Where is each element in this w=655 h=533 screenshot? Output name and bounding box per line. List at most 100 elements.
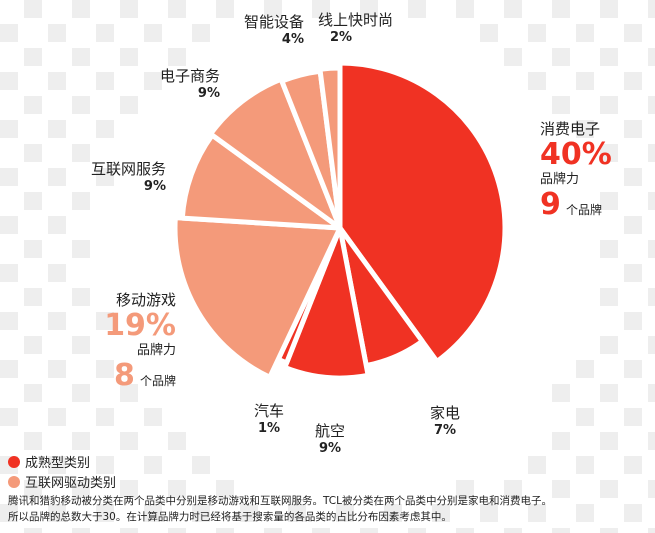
bg-square <box>528 72 546 90</box>
bg-square <box>480 24 498 42</box>
bg-square <box>312 0 330 18</box>
pie-slice-8 <box>317 65 343 231</box>
bg-square <box>144 24 162 42</box>
bg-square <box>168 0 186 18</box>
bg-square <box>24 288 42 306</box>
bg-square <box>624 216 642 234</box>
bg-square <box>528 24 546 42</box>
bg-square <box>96 312 114 330</box>
bg-square <box>24 336 42 354</box>
slice-value-auto: 1% <box>257 421 281 436</box>
bg-square <box>504 528 522 533</box>
bg-square <box>552 48 570 66</box>
bg-square <box>408 0 426 18</box>
bg-square <box>144 72 162 90</box>
bg-square <box>96 120 114 138</box>
bg-square <box>120 480 138 498</box>
bg-square <box>600 432 618 450</box>
bg-square <box>72 528 90 533</box>
slice-label-consumer-electronics: 消费电子 <box>540 120 601 138</box>
label-internet-services: 互联网服务 9% <box>60 160 166 196</box>
bg-square <box>648 480 655 498</box>
bg-square <box>576 456 594 474</box>
bg-square <box>648 48 655 66</box>
bg-square <box>624 120 642 138</box>
label-auto: 汽车 1% <box>244 402 294 438</box>
bg-square <box>624 504 642 522</box>
bg-square <box>72 96 90 114</box>
bg-square <box>360 0 378 18</box>
slice-value-internet-services: 9% <box>143 179 166 194</box>
slice-label-auto: 汽车 <box>253 402 284 420</box>
bg-square <box>600 240 618 258</box>
bg-square <box>504 48 522 66</box>
bg-square <box>264 0 282 18</box>
bg-square <box>24 48 42 66</box>
bg-square <box>552 0 570 18</box>
bg-square <box>288 504 306 522</box>
bg-square <box>120 48 138 66</box>
bg-square <box>0 504 18 522</box>
bg-square <box>648 528 655 533</box>
bg-square <box>648 336 655 354</box>
bg-square <box>48 168 66 186</box>
label-home-appliance: 家电 7% <box>410 404 480 440</box>
bg-square <box>528 504 546 522</box>
bg-square <box>528 456 546 474</box>
bg-square <box>216 528 234 533</box>
bg-square <box>0 72 18 90</box>
slice-label-internet-services: 互联网服务 <box>90 160 166 178</box>
bg-square <box>144 504 162 522</box>
legend-item-mature: 成熟型类别 <box>8 452 90 471</box>
bg-square <box>336 504 354 522</box>
brand-count-unit-consumer: 个品牌 <box>565 203 602 217</box>
bg-square <box>48 72 66 90</box>
bg-square <box>384 504 402 522</box>
bg-square <box>264 528 282 533</box>
bg-square <box>72 192 90 210</box>
bg-square <box>168 48 186 66</box>
bg-square <box>600 192 618 210</box>
bg-square <box>624 456 642 474</box>
bg-square <box>624 312 642 330</box>
bg-square <box>96 72 114 90</box>
bg-square <box>600 48 618 66</box>
footnote: 腾讯和猎豹移动被分类在两个品类中分别是移动游戏和互联网服务。TCL被分类在两个品… <box>8 493 648 525</box>
slice-label-mobile-games: 移动游戏 <box>115 291 176 309</box>
bg-square <box>600 336 618 354</box>
bg-square <box>600 384 618 402</box>
label-ecommerce: 电子商务 9% <box>140 67 220 103</box>
legend-swatch-internet <box>8 475 20 488</box>
pie-slice-6 <box>208 76 343 231</box>
bg-square <box>552 96 570 114</box>
brand-count-unit-mobile: 个品牌 <box>139 374 176 388</box>
pie-slice-4 <box>172 215 343 380</box>
bg-square <box>96 24 114 42</box>
bg-square <box>576 408 594 426</box>
bg-square <box>240 504 258 522</box>
bg-square <box>48 120 66 138</box>
bg-square <box>24 192 42 210</box>
bg-square <box>408 528 426 533</box>
legend-swatch-mature <box>8 455 20 468</box>
bg-square <box>648 288 655 306</box>
bg-square <box>168 432 186 450</box>
bg-square <box>600 480 618 498</box>
bg-square <box>216 480 234 498</box>
bg-square <box>480 504 498 522</box>
bg-square <box>0 120 18 138</box>
brand-count-consumer: 9 <box>540 187 561 222</box>
bg-square <box>0 360 18 378</box>
bg-square <box>120 96 138 114</box>
bg-square <box>504 0 522 18</box>
slice-value-mobile-games: 19% <box>104 308 176 343</box>
slice-label-home-appliance: 家电 <box>429 404 460 422</box>
bg-square <box>120 432 138 450</box>
slice-label-smart-devices: 智能设备 <box>243 13 304 31</box>
bg-square <box>456 480 474 498</box>
bg-square <box>144 456 162 474</box>
bg-square <box>192 456 210 474</box>
bg-square <box>24 432 42 450</box>
bg-square <box>72 336 90 354</box>
bg-square <box>624 72 642 90</box>
